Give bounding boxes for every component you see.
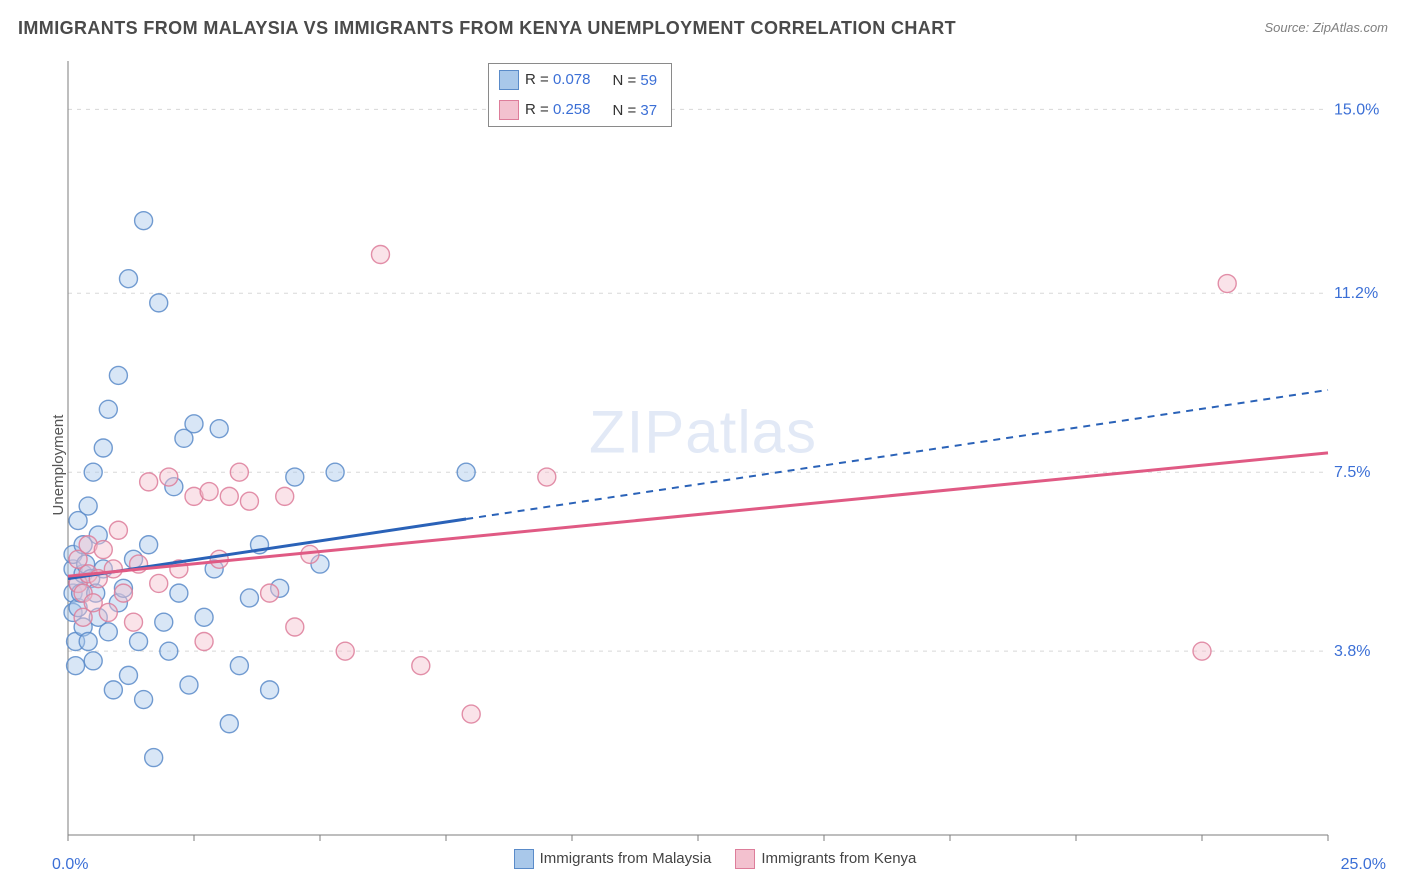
scatter-plot: 3.8% 7.5% 11.2% 15.0% xyxy=(58,55,1388,875)
svg-text:7.5%: 7.5% xyxy=(1334,464,1370,481)
chart-title: IMMIGRANTS FROM MALAYSIA VS IMMIGRANTS F… xyxy=(18,18,956,38)
legend-correlation: R = 0.078N = 59R = 0.258N = 37 xyxy=(488,63,672,127)
legend-series: Immigrants from MalaysiaImmigrants from … xyxy=(18,849,1388,869)
svg-text:3.8%: 3.8% xyxy=(1334,643,1370,660)
svg-text:15.0%: 15.0% xyxy=(1334,101,1379,118)
svg-text:11.2%: 11.2% xyxy=(1334,285,1378,302)
source-label: Source: ZipAtlas.com xyxy=(1264,20,1388,35)
chart-area: Unemployment ZIPatlas 3.8%7.5%11.2%15.0%… xyxy=(18,55,1388,875)
